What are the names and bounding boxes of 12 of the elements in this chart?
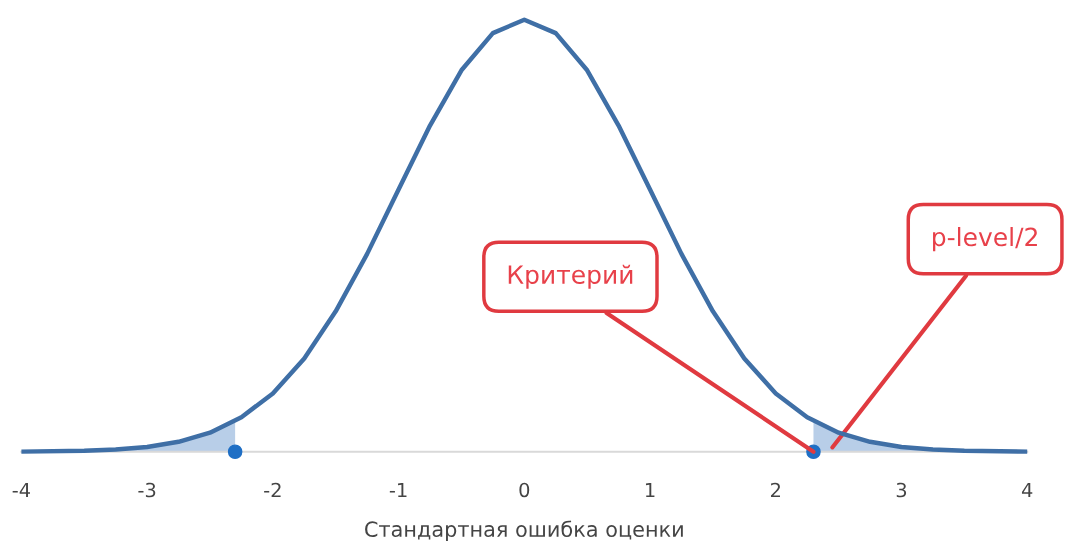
annotation: p-level/2 [933,226,1037,252]
x-tick-label: 0 [519,482,530,498]
x-tick-label: -3 [138,482,156,498]
x-tick-label: 4 [1021,482,1033,498]
x-tick-label: -1 [389,482,407,498]
x-tick-label: -4 [12,482,30,498]
x-tick-label: -2 [264,482,281,498]
x-tick-label: 1 [645,482,655,498]
annotation: Критерий [508,264,633,289]
x-tick-label: 2 [770,482,780,498]
x-axis-title: Стандартная ошибка оценки [365,520,683,542]
x-tick-label: 3 [896,482,907,498]
